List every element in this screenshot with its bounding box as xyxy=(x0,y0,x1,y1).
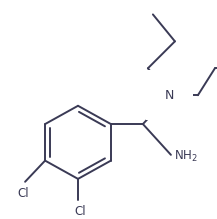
Text: N: N xyxy=(165,89,175,102)
Text: NH$_2$: NH$_2$ xyxy=(174,149,198,164)
Text: Cl: Cl xyxy=(74,205,86,218)
Text: Cl: Cl xyxy=(17,187,29,200)
